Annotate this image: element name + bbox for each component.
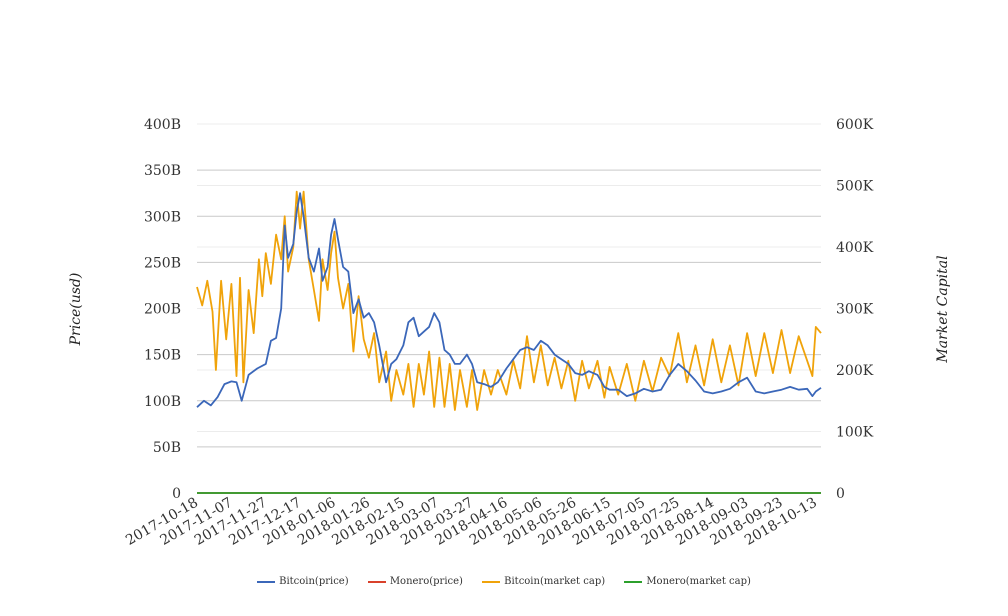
y2-tick-label: 300K (836, 302, 874, 318)
grid-lines (197, 123, 821, 494)
y2-tick-label: 600K (836, 117, 874, 133)
chart-legend: Bitcoin(price) Monero(price) Bitcoin(mar… (0, 576, 1008, 587)
legend-swatch (367, 580, 386, 583)
y2-tick-label: 200K (836, 363, 874, 379)
y-tick-label: 150B (144, 348, 181, 364)
y-tick-label: 250B (144, 255, 181, 271)
left-y-axis-ticks: 0 50B 100B 150B 200B 250B 300B 350B 400B (144, 117, 181, 502)
legend-item-bitcoin-market-cap: Bitcoin(market cap) (482, 576, 605, 587)
y-tick-label: 100B (144, 394, 181, 410)
y2-tick-label: 100K (836, 425, 874, 441)
left-y-axis-title: Price(usd) (68, 273, 84, 347)
y-tick-label: 400B (144, 117, 181, 133)
x-axis-ticks: 2017-10-182017-11-072017-11-272017-12-17… (123, 495, 820, 549)
legend-label: Monero(price) (389, 576, 463, 587)
y-tick-label: 0 (172, 486, 181, 502)
legend-swatch (257, 580, 276, 583)
y-tick-label: 300B (144, 209, 181, 225)
y2-tick-label: 500K (836, 179, 874, 195)
right-y-axis-ticks: 0 100K 200K 300K 400K 500K 600K (836, 117, 874, 502)
series-line-bitcoin-market-cap (196, 190, 822, 411)
chart-series (196, 190, 822, 494)
legend-item-monero-price: Monero(price) (367, 576, 463, 587)
legend-label: Monero(market cap) (646, 576, 751, 587)
y2-tick-label: 400K (836, 240, 874, 256)
y-tick-label: 350B (144, 163, 181, 179)
legend-label: Bitcoin(price) (279, 576, 349, 587)
y2-tick-label: 0 (836, 486, 845, 502)
legend-label: Bitcoin(market cap) (504, 576, 606, 587)
legend-swatch (624, 580, 643, 583)
legend-item-bitcoin-price: Bitcoin(price) (257, 576, 349, 587)
y-tick-label: 50B (153, 440, 181, 456)
series-line-bitcoin-price (196, 192, 822, 408)
right-y-axis-title: Market Capital (935, 255, 951, 363)
legend-item-monero-market-cap: Monero(market cap) (624, 576, 751, 587)
legend-swatch (482, 580, 501, 583)
y-tick-label: 200B (144, 302, 181, 318)
